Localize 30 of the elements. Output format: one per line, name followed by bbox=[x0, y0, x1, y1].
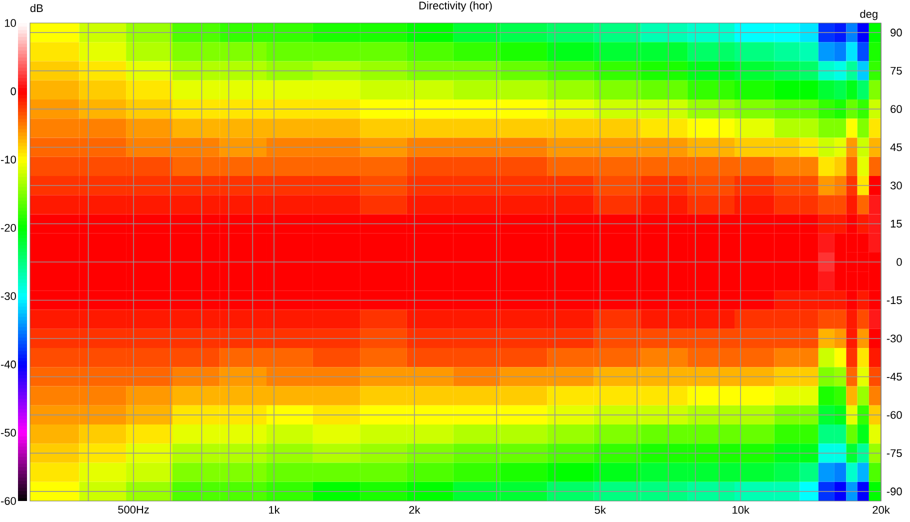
color-bar-label: 0 bbox=[10, 87, 16, 96]
y-tick-label: 30 bbox=[890, 182, 902, 190]
color-bar-label: -10 bbox=[0, 156, 16, 164]
y-tick-label: -75 bbox=[886, 449, 902, 458]
y-tick-label: 60 bbox=[890, 105, 902, 113]
y-tick-label: -30 bbox=[886, 334, 902, 342]
x-tick-label: 2k bbox=[409, 506, 420, 514]
x-tick-label: 10k bbox=[732, 506, 750, 514]
y-tick-label: 0 bbox=[896, 258, 902, 266]
color-bar-label: 10 bbox=[5, 19, 16, 27]
y-tick-label: 90 bbox=[890, 28, 902, 36]
x-tick-label: 500Hz bbox=[118, 506, 149, 514]
x-tick-label: 1k bbox=[269, 506, 280, 514]
y-tick-label: -60 bbox=[886, 411, 902, 419]
y-tick-label: 15 bbox=[890, 220, 902, 228]
y-tick-label: -15 bbox=[886, 296, 902, 304]
x-tick-label: 20k bbox=[872, 506, 890, 514]
y-axis-title: deg bbox=[860, 10, 878, 20]
color-bar-label: -40 bbox=[0, 360, 16, 368]
color-bar-label: -20 bbox=[0, 224, 16, 232]
x-tick-label: 5k bbox=[594, 506, 606, 514]
y-tick-label: -45 bbox=[886, 372, 902, 381]
color-bar-label: -50 bbox=[0, 428, 16, 437]
color-bar-label: -30 bbox=[0, 292, 16, 300]
chart-title: Directivity (hor) bbox=[419, 1, 492, 12]
y-tick-label: -90 bbox=[886, 488, 902, 496]
y-tick-label: 75 bbox=[890, 66, 902, 75]
color-bar-title: dB bbox=[30, 4, 43, 12]
y-tick-label: 45 bbox=[890, 143, 902, 152]
color-bar-label: -60 bbox=[0, 497, 16, 505]
